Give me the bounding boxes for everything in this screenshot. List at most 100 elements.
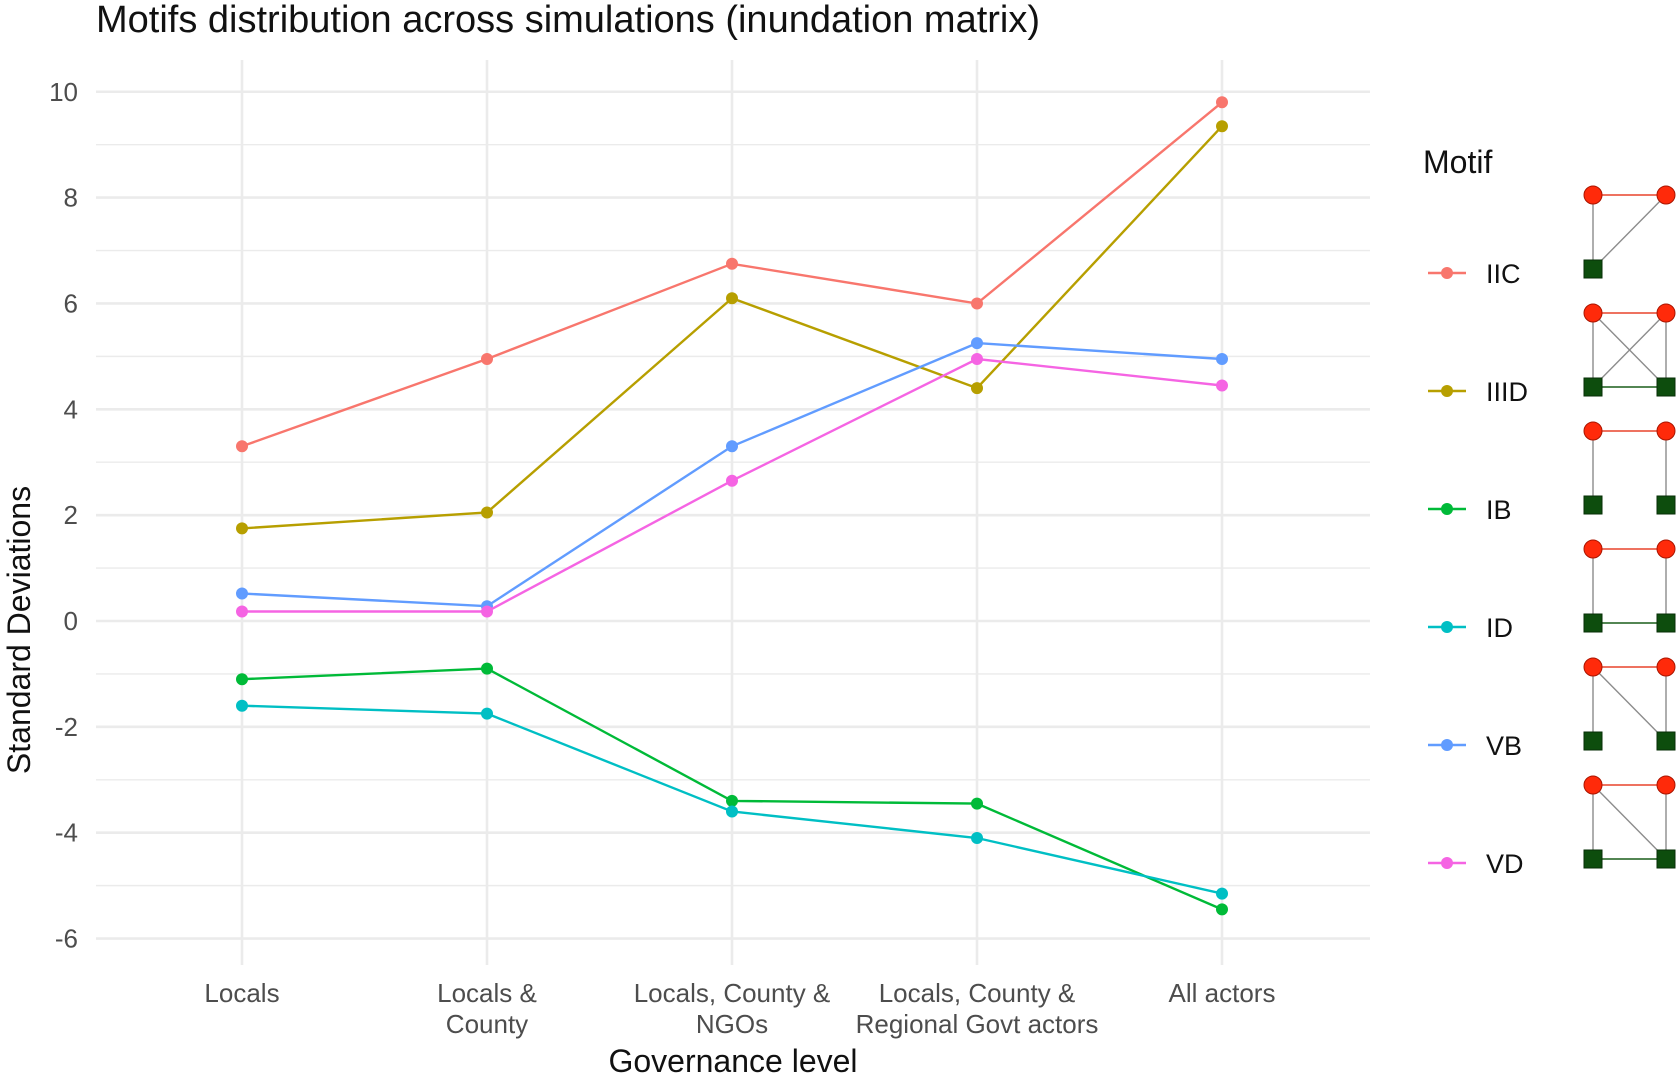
data-point-IIID — [971, 382, 983, 395]
data-point-VD — [1216, 379, 1228, 392]
y-tick-label: 10 — [49, 77, 78, 107]
x-axis-label: Governance level — [608, 1043, 857, 1078]
legend-title: Motif — [1423, 144, 1492, 180]
legend-label: IIID — [1486, 377, 1528, 407]
data-point-ID — [971, 832, 983, 844]
motif-node-circle — [1583, 421, 1603, 441]
motif-node-circle — [1656, 185, 1676, 205]
series-IIC — [236, 96, 1228, 453]
legend-label: ID — [1486, 613, 1513, 643]
data-point-IIID — [236, 522, 248, 535]
series-IB — [236, 662, 1228, 916]
motif-edge — [1592, 312, 1667, 388]
legend-key-point — [1441, 503, 1453, 515]
data-point-VD — [236, 605, 248, 618]
motif-node-square — [1656, 495, 1676, 515]
motif-node-square — [1583, 259, 1603, 279]
x-tick-label: Regional Govt actors — [856, 1009, 1099, 1039]
data-point-VD — [726, 474, 738, 487]
y-tick-label: -2 — [55, 712, 78, 742]
data-point-IIC — [726, 257, 738, 270]
motif-node-square — [1656, 377, 1676, 397]
legend: IIC IIID IB ID VB VD — [1428, 259, 1528, 879]
legend-key-point — [1441, 739, 1453, 751]
motif-node-circle — [1583, 539, 1603, 559]
motif-diagram-VB — [1583, 657, 1676, 751]
motif-edge — [1592, 666, 1667, 742]
data-point-VD — [971, 353, 983, 365]
series-IIID — [236, 120, 1228, 535]
legend-key-point — [1441, 267, 1453, 279]
legend-entry-VD: VD — [1428, 849, 1524, 879]
data-point-IB — [236, 673, 248, 686]
motif-diagrams — [1583, 185, 1676, 869]
legend-label: VD — [1486, 849, 1524, 879]
data-point-IB — [971, 797, 983, 810]
data-point-IIC — [971, 297, 983, 310]
y-tick-label: 4 — [64, 394, 78, 424]
series-VD — [236, 353, 1228, 618]
x-tick-label: NGOs — [696, 1009, 768, 1039]
data-point-IIC — [236, 440, 248, 453]
y-tick-label: 2 — [64, 500, 78, 530]
chart-title: Motifs distribution across simulations (… — [96, 0, 1040, 41]
y-axis-label: Standard Deviations — [1, 486, 37, 774]
y-axis-ticks: -6 -4 -2 0 2 4 6 8 10 — [49, 77, 78, 954]
series-lines — [236, 96, 1228, 916]
motif-diagram-VD — [1583, 775, 1676, 869]
x-tick-label: All actors — [1169, 978, 1276, 1008]
data-point-ID — [236, 699, 248, 712]
legend-key-point — [1441, 857, 1453, 869]
data-point-VB — [236, 587, 248, 600]
y-tick-label: 8 — [64, 183, 78, 213]
legend-entry-IIID: IIID — [1428, 377, 1528, 407]
data-point-ID — [481, 707, 493, 720]
legend-key-point — [1441, 385, 1453, 397]
data-point-ID — [726, 805, 738, 818]
data-point-IIC — [481, 353, 493, 365]
legend-label: IB — [1486, 495, 1512, 525]
data-point-VB — [726, 440, 738, 453]
y-tick-label: 6 — [64, 288, 78, 318]
data-point-IIC — [1216, 96, 1228, 109]
motif-diagram-IIC — [1583, 185, 1676, 279]
y-tick-label: 0 — [64, 606, 78, 636]
x-tick-label: Locals — [204, 978, 279, 1008]
motif-node-square — [1583, 849, 1603, 869]
motif-node-circle — [1583, 775, 1603, 795]
legend-entry-IIC: IIC — [1428, 259, 1521, 289]
data-point-IB — [726, 794, 738, 807]
motif-node-square — [1656, 849, 1676, 869]
motif-node-square — [1583, 377, 1603, 397]
x-tick-label: Locals & — [437, 978, 537, 1008]
data-point-VB — [1216, 353, 1228, 365]
data-point-IIID — [726, 292, 738, 305]
motif-node-square — [1583, 495, 1603, 515]
x-tick-label: County — [446, 1009, 528, 1039]
motif-node-square — [1656, 731, 1676, 751]
data-point-IIID — [481, 506, 493, 519]
motif-diagram-IB — [1583, 421, 1676, 515]
motif-node-square — [1583, 613, 1603, 633]
legend-entry-VB: VB — [1428, 731, 1522, 761]
motif-diagram-IIID — [1583, 303, 1676, 397]
motif-node-circle — [1583, 657, 1603, 677]
motif-node-circle — [1656, 539, 1676, 559]
x-tick-label: Locals, County & — [879, 978, 1076, 1008]
motif-node-circle — [1656, 303, 1676, 323]
legend-entry-IB: IB — [1428, 495, 1512, 525]
motif-edge — [1592, 784, 1667, 860]
motif-diagram-ID — [1583, 539, 1676, 633]
data-point-IB — [481, 662, 493, 675]
gridlines — [96, 60, 1370, 965]
motif-node-circle — [1656, 421, 1676, 441]
motif-node-circle — [1656, 657, 1676, 677]
motif-node-square — [1583, 731, 1603, 751]
motif-edge — [1592, 194, 1667, 270]
data-point-ID — [1216, 887, 1228, 900]
x-tick-label: Locals, County & — [634, 978, 831, 1008]
motif-node-circle — [1583, 303, 1603, 323]
